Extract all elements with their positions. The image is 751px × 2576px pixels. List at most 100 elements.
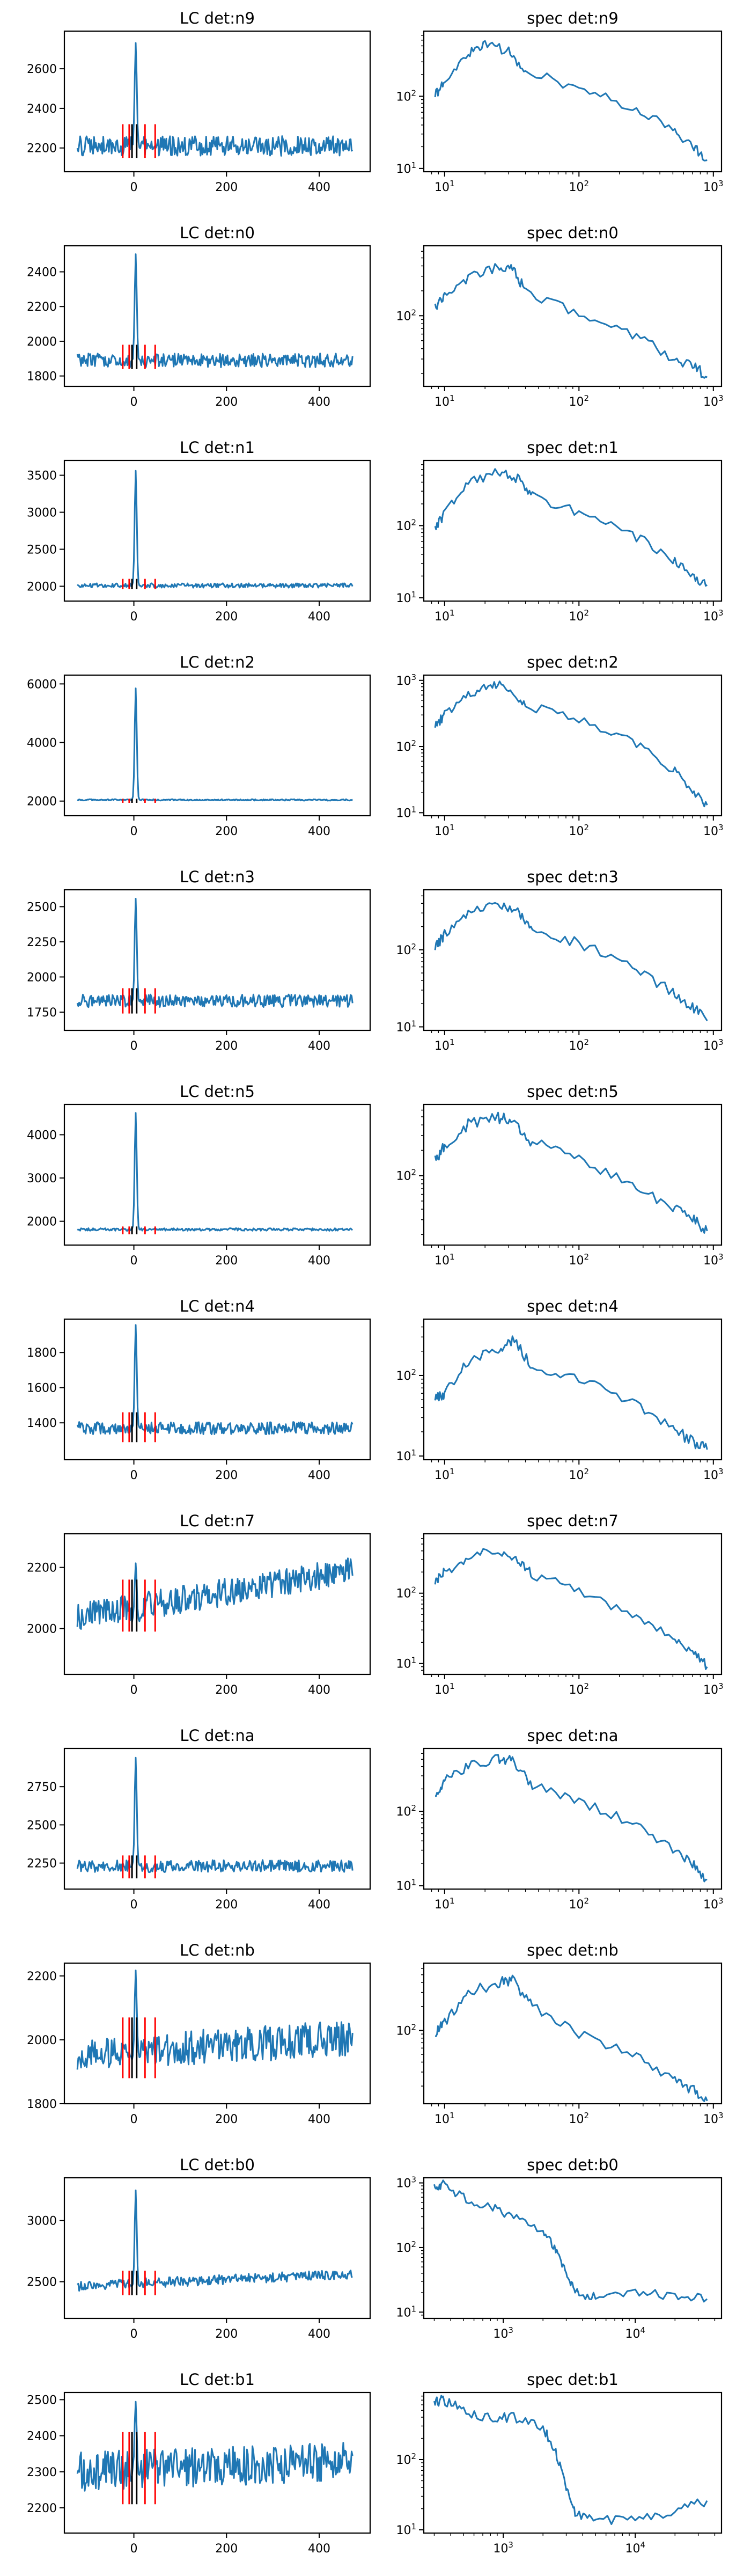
subplot-title: LC det:n5 — [180, 1082, 255, 1101]
axes-frame — [423, 1533, 723, 1675]
x-tick-label: 102 — [569, 1252, 590, 1268]
y-tick-label: 102 — [396, 517, 416, 533]
y-tick-label: 102 — [396, 2451, 416, 2467]
y-tick-label: 2750 — [27, 1781, 57, 1794]
subplot-title: spec det:n2 — [527, 653, 619, 671]
data-line — [77, 470, 354, 589]
y-tick-label: 2000 — [27, 1216, 57, 1229]
x-tick-label: 200 — [215, 396, 238, 409]
y-tick-label: 2200 — [27, 1970, 57, 1984]
y-tick-label: 101 — [396, 1019, 416, 1034]
y-tick-label: 103 — [396, 2175, 416, 2191]
y-tick-label: 102 — [396, 1803, 416, 1819]
subplot-lc-nb: LC det:nb 0 200 400 1800 2000 2200 — [27, 1941, 371, 2126]
subplot-title: LC det:n0 — [180, 224, 255, 242]
x-tick-label: 200 — [215, 1898, 238, 1912]
x-tick-label: 0 — [130, 2113, 138, 2126]
y-tick-label: 2200 — [27, 1562, 57, 1575]
subplot-title: spec det:n7 — [527, 1512, 619, 1530]
subplot-title: LC det:nb — [180, 1941, 255, 1959]
subplot-title: spec det:na — [527, 1726, 618, 1745]
y-tick-label: 2400 — [27, 2430, 57, 2443]
y-tick-label: 2250 — [27, 936, 57, 949]
subplot-title: spec det:n3 — [527, 868, 619, 886]
data-line — [434, 1111, 708, 1234]
y-tick-label: 2000 — [27, 1623, 57, 1636]
x-tick-label: 101 — [435, 1896, 455, 1912]
y-tick-label: 102 — [396, 88, 416, 104]
y-tick-label: 2000 — [27, 971, 57, 984]
x-tick-label: 101 — [435, 2111, 455, 2126]
data-line — [434, 468, 708, 587]
subplot-title: spec det:n0 — [527, 224, 619, 242]
x-tick-label: 0 — [130, 396, 138, 409]
data-line — [434, 40, 708, 162]
data-line — [434, 1335, 708, 1450]
subplot-title: spec det:n9 — [527, 9, 619, 27]
subplot-spec-n0: spec det:n0 101 102 103 102 — [396, 224, 723, 409]
subplot-lc-n3: LC det:n3 0 200 400 1750 2000 2250 2500 — [27, 868, 371, 1053]
subplot-title: LC det:n9 — [180, 9, 255, 27]
x-tick-label: 102 — [569, 1681, 590, 1697]
data-line — [76, 1324, 354, 1435]
x-tick-label: 200 — [215, 2113, 238, 2126]
y-tick-label: 101 — [396, 1656, 416, 1671]
y-tick-label: 102 — [396, 308, 416, 323]
x-tick-label: 0 — [130, 1254, 138, 1268]
x-tick-label: 103 — [703, 179, 724, 194]
x-tick-label: 200 — [215, 2328, 238, 2341]
axes-frame — [63, 1533, 371, 1675]
x-tick-label: 103 — [493, 2325, 513, 2341]
y-tick-label: 2500 — [27, 543, 57, 557]
y-tick-label: 2400 — [27, 266, 57, 280]
x-tick-label: 200 — [215, 825, 238, 838]
axes-frame — [423, 2177, 723, 2319]
y-tick-label: 2000 — [27, 2034, 57, 2047]
x-tick-label: 103 — [703, 608, 724, 624]
data-line — [76, 42, 354, 157]
x-tick-label: 400 — [308, 2542, 330, 2556]
y-tick-label: 2500 — [27, 2276, 57, 2289]
data-line — [76, 1757, 354, 1874]
x-tick-label: 0 — [130, 1898, 138, 1912]
x-tick-label: 101 — [435, 179, 455, 194]
y-tick-label: 2500 — [27, 901, 57, 914]
axes-frame — [63, 1962, 371, 2105]
subplot-lc-n7: LC det:n7 0 200 400 2000 2200 — [27, 1512, 371, 1697]
data-line — [76, 1557, 354, 1630]
x-tick-label: 103 — [703, 1467, 724, 1482]
subplot-lc-n9: LC det:n9 0 200 400 2200 2400 2600 — [27, 9, 371, 194]
y-tick-label: 3000 — [27, 2215, 57, 2228]
subplot-title: LC det:n2 — [180, 653, 255, 671]
subplot-spec-n3: spec det:n3 101 102 103 101 102 — [396, 868, 723, 1053]
y-tick-label: 1800 — [27, 370, 57, 384]
subplot-lc-b0: LC det:b0 0 200 400 2500 3000 — [27, 2156, 371, 2341]
data-line — [435, 1974, 708, 2102]
x-tick-label: 0 — [130, 2328, 138, 2341]
subplot-title: LC det:n7 — [180, 1512, 255, 1530]
x-tick-label: 101 — [435, 1467, 455, 1482]
data-line — [76, 253, 354, 368]
data-line — [434, 902, 708, 1021]
x-tick-label: 103 — [703, 823, 724, 838]
subplot-spec-n7: spec det:n7 101 102 103 101 102 — [396, 1512, 723, 1697]
y-tick-label: 1750 — [27, 1006, 57, 1020]
subplot-lc-n4: LC det:n4 0 200 400 1400 1600 1800 — [27, 1297, 371, 1482]
x-tick-label: 400 — [308, 1898, 330, 1912]
x-tick-label: 400 — [308, 1684, 330, 1697]
y-tick-label: 2250 — [27, 1857, 57, 1871]
x-tick-label: 200 — [215, 1469, 238, 1482]
y-tick-label: 3500 — [27, 470, 57, 483]
y-tick-label: 3000 — [27, 1172, 57, 1185]
subplot-title: LC det:b0 — [180, 2156, 255, 2174]
axes-frame — [63, 674, 371, 817]
y-tick-label: 1800 — [27, 2098, 57, 2111]
y-tick-label: 101 — [396, 160, 416, 176]
subplot-title: spec det:b1 — [527, 2370, 619, 2389]
axes-frame — [63, 459, 371, 602]
subplot-title: spec det:b0 — [527, 2156, 619, 2174]
y-tick-label: 102 — [396, 2240, 416, 2255]
x-tick-label: 103 — [703, 2111, 724, 2126]
x-tick-label: 104 — [625, 2540, 645, 2556]
x-tick-label: 400 — [308, 610, 330, 624]
